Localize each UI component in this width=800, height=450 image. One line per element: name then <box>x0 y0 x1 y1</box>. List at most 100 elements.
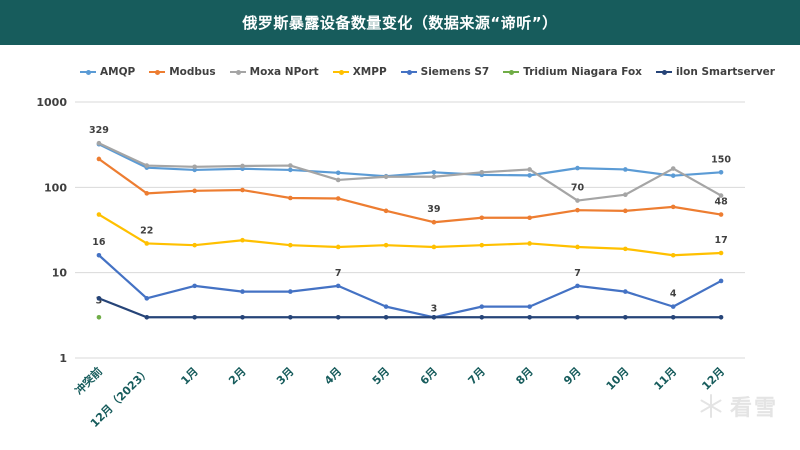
legend-item: Tridium Niagara Fox <box>503 66 642 78</box>
data-point <box>240 163 245 169</box>
legend-label: AMQP <box>100 66 136 78</box>
data-point <box>288 167 293 173</box>
legend-swatch <box>655 67 672 77</box>
watermark-text: 看雪 <box>729 396 778 421</box>
data-point <box>96 212 102 217</box>
data-point <box>96 252 102 258</box>
data-point <box>144 191 150 196</box>
data-point <box>718 250 724 256</box>
x-tick-label: 2月 <box>226 365 248 387</box>
data-point <box>718 314 724 320</box>
data-point <box>383 208 389 214</box>
legend-item: XMPP <box>332 66 387 78</box>
x-tick-label: 1月 <box>178 365 200 387</box>
data-point <box>575 207 580 213</box>
data-point <box>335 283 341 289</box>
legend-swatch <box>80 67 96 77</box>
data-point <box>623 314 628 320</box>
data-point <box>527 304 532 309</box>
data-point <box>718 170 724 175</box>
data-point <box>527 241 532 246</box>
legend-item: Moxa NPort <box>229 66 319 78</box>
data-point <box>288 289 293 294</box>
data-point <box>527 215 532 221</box>
legend-label: Tridium Niagara Fox <box>523 66 642 78</box>
legend-swatch <box>503 67 520 77</box>
x-tick-label: 9月 <box>561 365 583 387</box>
data-point <box>383 174 389 180</box>
series-line <box>98 143 722 178</box>
watermark: 看雪 <box>698 390 778 422</box>
legend-label: ilon Smartserver <box>675 66 775 78</box>
series-line <box>98 254 722 319</box>
data-point <box>527 167 532 172</box>
x-tick-label: 5月 <box>370 365 392 387</box>
data-point <box>670 252 676 258</box>
data-point <box>718 193 724 198</box>
data-point <box>144 163 150 168</box>
data-point <box>527 173 532 178</box>
legend-label: XMPP <box>352 66 387 78</box>
data-point <box>479 215 485 221</box>
x-tick-label: 12月 <box>699 365 727 393</box>
data-point <box>144 314 150 320</box>
data-point <box>479 304 485 309</box>
data-label: 17 <box>714 235 727 246</box>
legend-item: AMQP <box>80 66 135 78</box>
x-tick-label: 7月 <box>466 365 488 387</box>
data-point <box>383 314 389 320</box>
data-point <box>192 188 197 194</box>
data-point <box>240 187 245 193</box>
data-label: 16 <box>92 237 106 248</box>
data-point <box>527 314 532 320</box>
data-point <box>431 314 437 320</box>
series-line <box>98 297 722 319</box>
data-point <box>288 195 293 201</box>
legend-item: Modbus <box>149 66 216 78</box>
data-label: 3 <box>431 303 438 314</box>
data-point <box>96 140 102 146</box>
data-point <box>288 163 293 168</box>
legend-item: Siemens S7 <box>400 66 489 78</box>
data-point <box>288 314 293 320</box>
data-point <box>192 314 197 320</box>
snowflake-icon <box>698 393 724 419</box>
data-point <box>240 289 245 294</box>
data-point <box>288 242 293 248</box>
data-point <box>96 296 102 301</box>
data-point <box>575 198 580 203</box>
data-point <box>670 304 676 309</box>
data-point <box>623 246 628 252</box>
data-point <box>335 177 341 183</box>
data-point <box>479 242 485 248</box>
data-point <box>431 174 437 180</box>
data-point <box>718 212 724 217</box>
data-label: 3 <box>96 295 103 306</box>
data-point <box>335 170 341 176</box>
x-tick-label: 3月 <box>274 365 296 387</box>
data-point <box>335 196 341 201</box>
data-point <box>144 296 150 301</box>
legend-swatch <box>229 67 246 77</box>
series-line <box>98 142 722 202</box>
data-point <box>575 314 580 320</box>
data-point <box>575 283 580 289</box>
data-point <box>96 156 102 162</box>
data-point <box>623 192 628 197</box>
data-label: 22 <box>140 225 153 236</box>
data-point <box>575 244 580 250</box>
data-point <box>192 242 197 248</box>
legend-swatch <box>149 67 166 77</box>
y-tick-label: 100 <box>44 181 67 194</box>
data-point <box>383 242 389 248</box>
data-point <box>623 289 628 294</box>
data-label: 48 <box>714 197 728 208</box>
data-point <box>431 244 437 250</box>
data-point <box>670 173 676 178</box>
data-label: 39 <box>427 204 440 215</box>
legend-swatch <box>400 67 417 77</box>
x-tick-label: 6月 <box>418 365 440 387</box>
legend-label: Moxa NPort <box>249 66 319 78</box>
data-point <box>479 170 485 175</box>
